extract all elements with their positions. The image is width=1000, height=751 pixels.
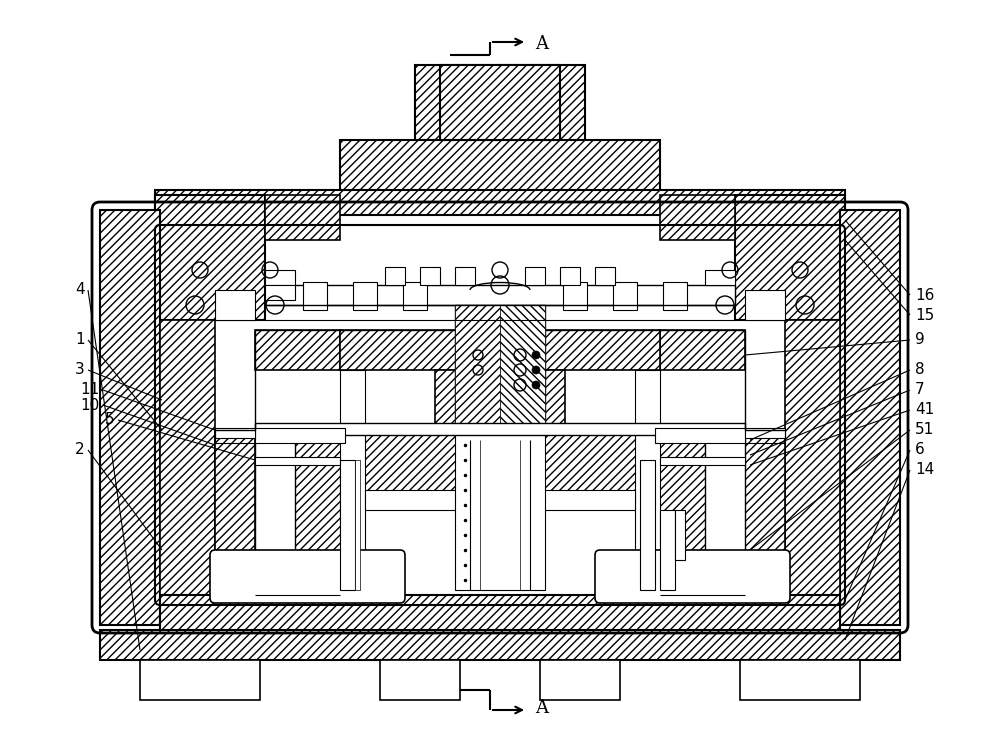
Bar	[160, 320, 215, 595]
Bar	[440, 65, 560, 140]
Bar	[265, 270, 295, 285]
Bar	[705, 270, 735, 285]
Text: 7: 7	[915, 382, 925, 397]
Circle shape	[532, 381, 540, 389]
Bar	[785, 320, 840, 595]
Text: 6: 6	[915, 442, 925, 457]
Bar	[613, 282, 637, 310]
Text: 16: 16	[915, 288, 934, 303]
Bar	[355, 460, 360, 590]
Bar	[340, 140, 660, 195]
Bar	[100, 630, 900, 660]
Bar	[100, 210, 160, 625]
Bar	[660, 330, 745, 370]
Text: A: A	[535, 35, 548, 53]
Bar	[640, 460, 655, 590]
Bar	[595, 267, 615, 285]
Bar	[635, 370, 660, 595]
Bar	[660, 510, 675, 590]
Bar	[563, 282, 587, 310]
Text: 4: 4	[75, 282, 85, 297]
Bar	[705, 430, 745, 595]
Bar	[265, 195, 340, 240]
Bar	[500, 305, 545, 430]
FancyBboxPatch shape	[595, 550, 790, 603]
Bar	[455, 305, 545, 430]
Bar	[215, 290, 255, 320]
Bar	[745, 428, 785, 438]
Bar	[385, 267, 405, 285]
Bar	[265, 285, 735, 305]
Bar	[255, 423, 745, 435]
Bar	[735, 195, 845, 320]
Bar	[455, 267, 475, 285]
Text: 8: 8	[915, 363, 925, 378]
Bar	[560, 267, 580, 285]
Text: 11: 11	[81, 382, 100, 397]
Bar	[415, 65, 585, 145]
Circle shape	[532, 351, 540, 359]
Bar	[340, 460, 355, 590]
Bar	[455, 430, 545, 590]
Bar	[365, 435, 455, 490]
Bar	[215, 428, 255, 438]
Text: 9: 9	[915, 333, 925, 348]
Bar	[265, 285, 295, 300]
Circle shape	[532, 366, 540, 374]
Text: 3: 3	[75, 363, 85, 378]
Bar	[675, 510, 685, 560]
Bar	[340, 370, 365, 595]
Bar	[545, 435, 635, 490]
Bar	[455, 305, 500, 430]
Text: 2: 2	[75, 442, 85, 457]
Bar	[255, 457, 340, 465]
Bar	[295, 435, 340, 595]
Bar	[160, 595, 840, 635]
Text: 15: 15	[915, 307, 934, 322]
Bar	[840, 210, 900, 625]
Bar	[745, 290, 785, 320]
Bar	[540, 660, 620, 700]
FancyBboxPatch shape	[210, 550, 405, 603]
Text: 51: 51	[915, 423, 934, 438]
Text: 14: 14	[915, 463, 934, 478]
Bar	[660, 435, 705, 595]
Bar	[255, 428, 345, 443]
Bar	[353, 282, 377, 310]
Bar	[380, 660, 460, 700]
Text: 10: 10	[81, 397, 100, 412]
Bar	[403, 282, 427, 310]
Bar	[303, 282, 327, 310]
Bar	[155, 195, 265, 320]
Bar	[660, 195, 735, 240]
Text: 1: 1	[75, 333, 85, 348]
Bar	[663, 282, 687, 310]
Bar	[745, 430, 785, 595]
Bar	[525, 267, 545, 285]
Bar	[255, 330, 340, 370]
Bar	[655, 428, 745, 443]
Bar	[740, 660, 860, 700]
Text: 5: 5	[105, 412, 115, 427]
Bar	[155, 190, 845, 215]
Text: 41: 41	[915, 403, 934, 418]
Bar	[435, 370, 565, 430]
Bar	[420, 267, 440, 285]
Bar	[215, 430, 255, 595]
Bar	[340, 330, 660, 370]
Text: A: A	[535, 699, 548, 717]
Bar	[140, 660, 260, 700]
Bar	[660, 457, 745, 465]
Bar	[255, 430, 295, 595]
Bar	[365, 490, 635, 510]
